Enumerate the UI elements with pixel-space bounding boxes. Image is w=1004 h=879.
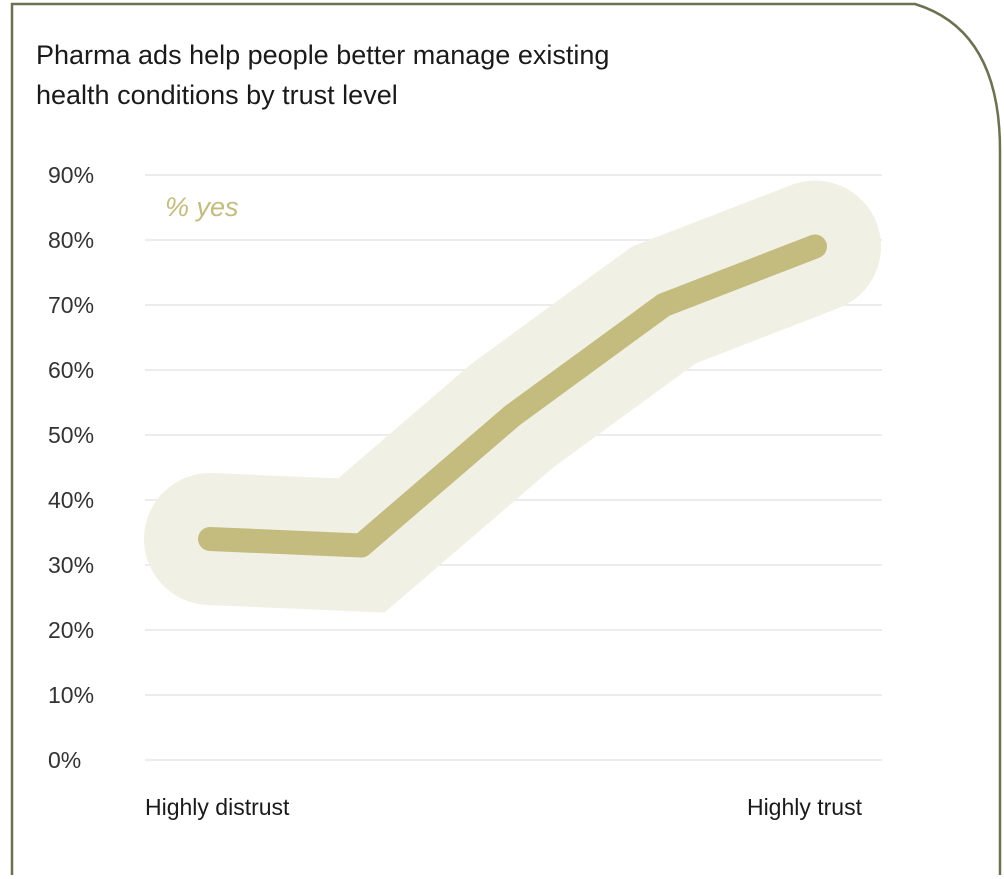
data-point <box>360 544 363 547</box>
x-label-highly-distrust: Highly distrust <box>145 794 290 820</box>
data-point <box>662 304 665 306</box>
chart-title-line-2: health conditions by trust level <box>36 80 398 110</box>
percent-yes-annotation: % yes <box>165 192 239 222</box>
x-label-highly-trust: Highly trust <box>747 794 863 820</box>
y-axis-ticks: 0% 10% 20% 30% 40% 50% 60% 70% 80% 90% <box>48 162 94 773</box>
card-border <box>10 2 1002 875</box>
chart-title-line-1: Pharma ads help people better manage exi… <box>36 40 609 70</box>
y-tick-label: 20% <box>48 617 94 643</box>
data-point <box>209 538 211 540</box>
data-point <box>814 245 816 248</box>
y-tick-label: 10% <box>48 682 94 708</box>
y-tick-label: 0% <box>48 747 81 773</box>
y-tick-label: 40% <box>48 487 94 513</box>
series-lines <box>198 234 827 558</box>
y-tick-label: 80% <box>48 227 94 253</box>
y-tick-label: 60% <box>48 357 94 383</box>
x-axis-labels: Highly distrust Highly trust <box>145 794 863 820</box>
data-point <box>511 414 514 417</box>
y-tick-label: 70% <box>48 292 94 318</box>
y-tick-label: 50% <box>48 422 94 448</box>
y-tick-label: 90% <box>48 162 94 188</box>
y-tick-label: 30% <box>48 552 94 578</box>
